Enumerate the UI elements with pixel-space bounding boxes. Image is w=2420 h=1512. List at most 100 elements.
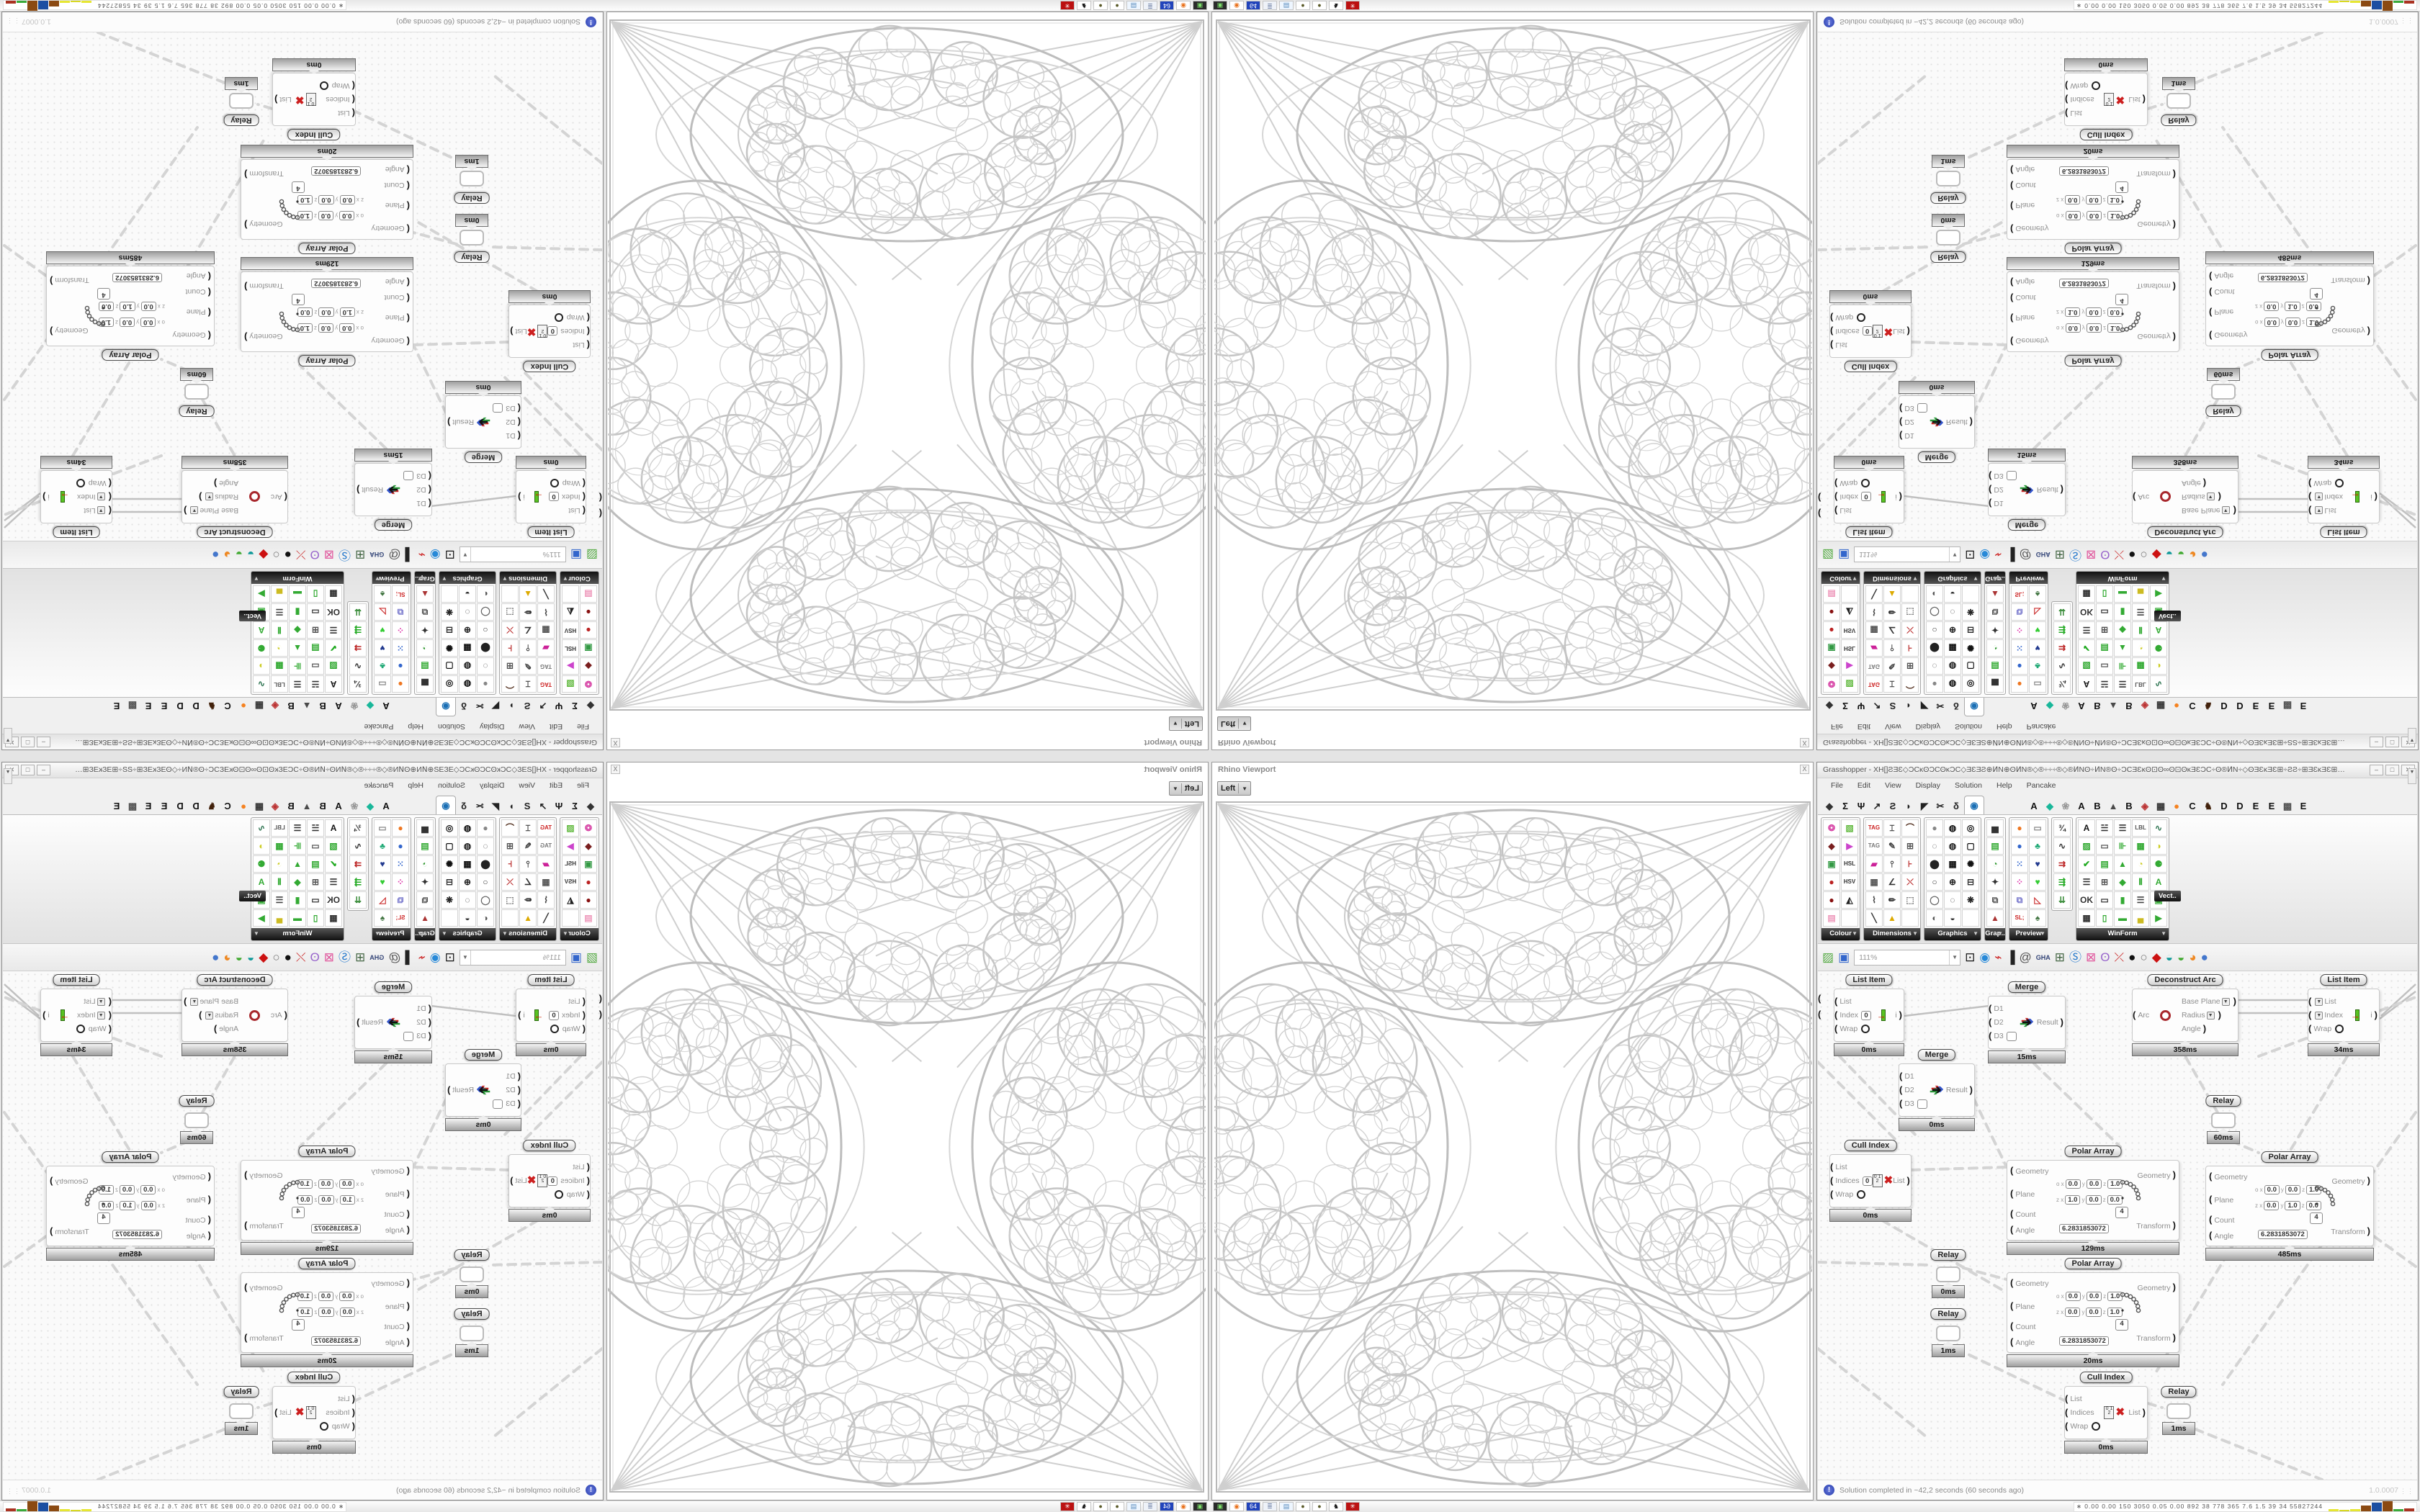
component-icon[interactable]: ▯ [307, 909, 324, 927]
tab-plugin[interactable]: ● [241, 701, 246, 711]
component-icon[interactable]: ∿ [2150, 819, 2167, 837]
component-icon[interactable]: ▮ [289, 891, 306, 909]
tab-plugin[interactable]: ▩ [2282, 701, 2293, 711]
component-icon[interactable]: ✏ [1883, 603, 1901, 621]
jump-icon[interactable]: ⤫ [295, 950, 306, 964]
tab-plugin[interactable]: A [2030, 701, 2038, 711]
component-icon[interactable]: ♣ [374, 657, 391, 675]
component-icon[interactable]: ▲ [416, 585, 434, 603]
input-port[interactable]: ( [2010, 1224, 2014, 1235]
input-port[interactable]: ( [284, 1009, 287, 1020]
component-icon[interactable]: ◑ [2150, 657, 2167, 675]
component-icon[interactable]: ♠ [2029, 585, 2046, 603]
input-port[interactable]: ( [2010, 1277, 2014, 1288]
component-icon[interactable]: ▦ [459, 855, 476, 873]
input-port[interactable]: ( [2065, 1407, 2069, 1418]
component-icon[interactable]: ◎ [1962, 819, 1979, 837]
component-icon[interactable]: ◔ [271, 639, 288, 657]
component-icon[interactable]: ▅ [1986, 675, 2004, 693]
component-icon[interactable]: ⌇ [537, 603, 555, 621]
count-value[interactable]: 4 [2115, 294, 2128, 305]
component-icon[interactable]: ◔ [2132, 855, 2149, 873]
component-icon[interactable]: ∿ [253, 819, 270, 837]
component-icon[interactable]: ▧ [562, 819, 579, 837]
angle-value[interactable]: 6.2831853072 [311, 1336, 361, 1346]
input-port[interactable]: ( [108, 478, 112, 489]
plane-x-value[interactable]: 0.0 [2065, 1308, 2081, 1317]
tab-plugin[interactable]: B [287, 701, 295, 711]
gem-green-icon[interactable]: ◒ [2177, 950, 2185, 964]
output-port[interactable]: ) [199, 1009, 202, 1020]
component-icon[interactable]: ◌ [477, 657, 494, 675]
tab-plugin[interactable]: ▩ [127, 801, 138, 811]
component-icon[interactable] [1962, 585, 1979, 603]
input-port[interactable]: ( [207, 1171, 211, 1182]
component-icon[interactable]: ▭ [374, 819, 391, 837]
output-port[interactable]: ) [2172, 1332, 2176, 1343]
plane-z-value[interactable]: 0.0 [2107, 1195, 2123, 1205]
menu-view[interactable]: View [1885, 781, 1901, 790]
component-icon[interactable]: ▮ [2114, 603, 2131, 621]
angle-value[interactable]: 6.2831853072 [2258, 1230, 2308, 1239]
component-icon[interactable]: LBL [271, 675, 288, 693]
plane-x-value[interactable]: 0.0 [140, 302, 156, 311]
component-icon[interactable]: A [253, 621, 270, 639]
wireframe-icon[interactable]: ○ [272, 548, 280, 562]
open-icon[interactable]: ▨ [586, 950, 598, 964]
plane-y-value[interactable]: 0.0 [318, 211, 334, 220]
component-icon[interactable]: ⊕ [459, 873, 476, 891]
component-icon[interactable]: ▭ [374, 675, 391, 693]
plane-y-value[interactable]: 0.0 [2086, 1195, 2102, 1205]
save-icon[interactable]: ▣ [1838, 950, 1850, 964]
output-port[interactable]: ) [510, 326, 514, 337]
component-icon[interactable]: ▣ [1823, 855, 1840, 873]
component-icon[interactable]: ⌶ [519, 675, 537, 693]
wrap-toggle-icon[interactable] [550, 1025, 559, 1033]
tab-maths[interactable]: Σ [572, 801, 578, 811]
component-icon[interactable]: ✏ [519, 603, 537, 621]
input-port[interactable]: ( [406, 1208, 410, 1219]
component-icon[interactable]: ● [580, 891, 597, 909]
output-port[interactable]: ) [2218, 1009, 2221, 1020]
component-icon[interactable]: ▬ [289, 585, 306, 603]
tab-plugin[interactable]: ▲ [302, 701, 312, 711]
tab-plugin[interactable]: A [2078, 701, 2085, 711]
close-icon[interactable]: X [1800, 765, 1809, 774]
tab-plugin[interactable]: ◈ [272, 701, 279, 711]
component-icon[interactable]: ☰ [2114, 819, 2131, 837]
input-port[interactable]: ( [2133, 492, 2136, 503]
console-icon[interactable]: ▣ [1213, 1502, 1227, 1511]
tab-plugin[interactable]: ❀ [2061, 701, 2070, 711]
tab-curve[interactable]: Ƨ [1889, 701, 1896, 711]
component-icon[interactable]: ○ [1926, 621, 1943, 639]
input-port[interactable]: ( [406, 1188, 410, 1199]
component-icon[interactable]: ▲ [2114, 639, 2131, 657]
component-icon[interactable]: ▦ [537, 621, 555, 639]
open-icon[interactable]: ▨ [586, 548, 598, 562]
input-port[interactable]: ( [2010, 1165, 2014, 1176]
markup-icon[interactable]: @ [388, 548, 401, 562]
minimize-button[interactable]: – [2370, 765, 2383, 775]
component-icon[interactable]: ▢ [1962, 657, 1979, 675]
component-icon[interactable]: ╲ [537, 585, 555, 603]
tab-vector[interactable]: ↗ [539, 801, 547, 811]
component-icon[interactable]: A [2150, 621, 2167, 639]
finder-icon[interactable]: Ⓢ [2069, 548, 2082, 562]
input-port[interactable]: ( [406, 1300, 410, 1311]
sketch-icon[interactable]: ⌁ [1994, 548, 2002, 562]
plane-y-value[interactable]: 0.0 [2086, 211, 2102, 220]
input-port[interactable]: ( [406, 1165, 410, 1176]
plane-x-value[interactable]: 0.0 [140, 1201, 156, 1210]
component-icon[interactable]: ● [2011, 675, 2028, 693]
component-icon[interactable]: ⇶ [2053, 621, 2071, 639]
menu-help[interactable]: Help [408, 781, 424, 790]
component-icon[interactable]: ▭ [307, 657, 324, 675]
output-port[interactable]: ) [274, 94, 278, 105]
input-port[interactable]: ( [2209, 271, 2213, 282]
input-port[interactable]: ( [2209, 330, 2213, 341]
component-icon[interactable]: ◐ [1926, 585, 1943, 603]
component-icon[interactable]: ☱ [2096, 675, 2113, 693]
output-port[interactable]: ) [2367, 326, 2370, 337]
tab-plugin[interactable]: A [2078, 801, 2085, 811]
component-icon[interactable]: ⧉ [2011, 603, 2028, 621]
